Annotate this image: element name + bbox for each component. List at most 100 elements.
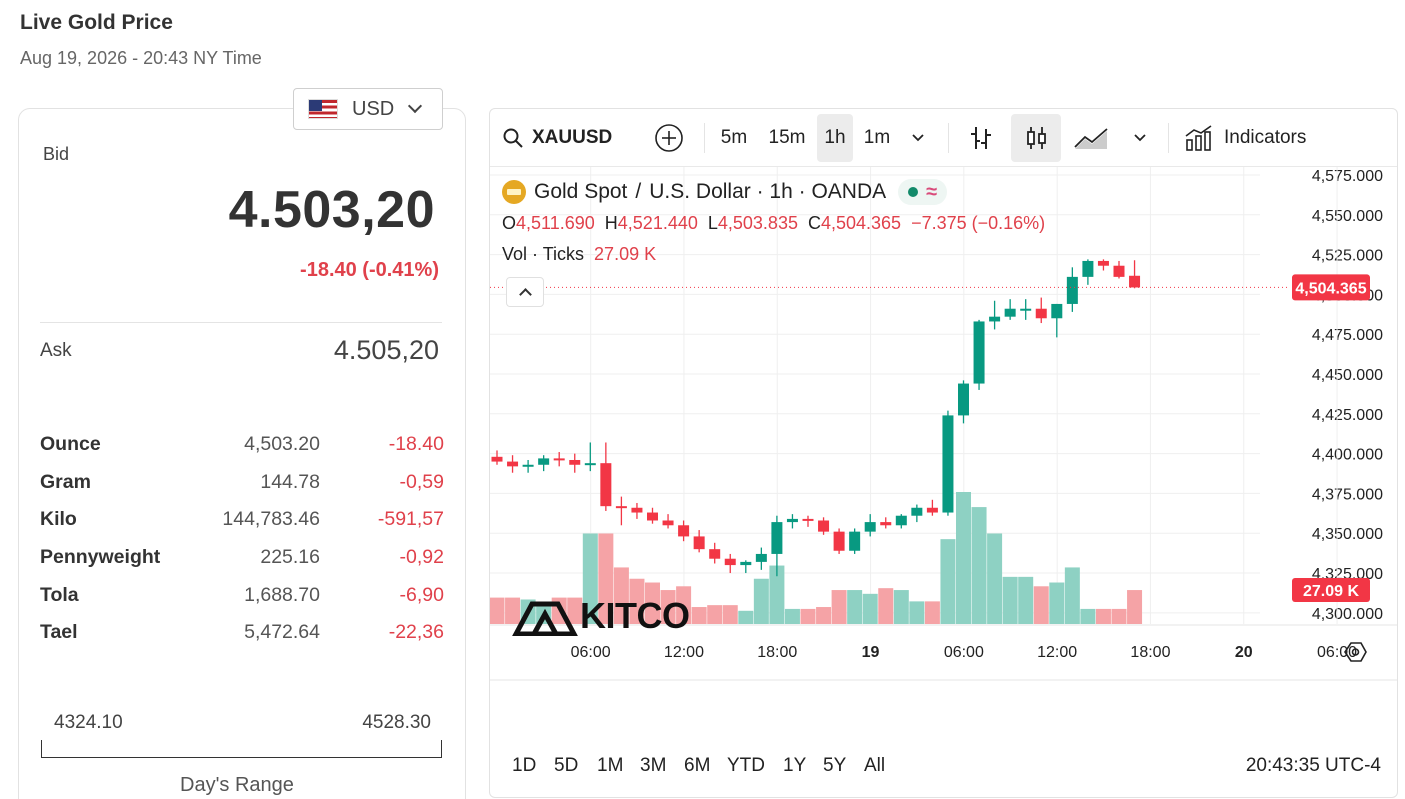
unit-price: 144.78 xyxy=(260,470,320,493)
interval-15m[interactable]: 15m xyxy=(768,127,806,148)
chart-widget: XAUUSD 5m 15m 1h 1m Indicators 4, xyxy=(489,108,1398,798)
low-value: 4,503.835 xyxy=(717,213,798,233)
range-1m[interactable]: 1M xyxy=(597,755,624,776)
y-tick-label: 4,450.000 xyxy=(1312,367,1383,384)
candle-body xyxy=(1113,265,1125,277)
chevron-down-icon xyxy=(1134,134,1146,142)
candle-body xyxy=(538,458,550,465)
volume-bar xyxy=(707,605,723,624)
price-chart[interactable]: 4,575.0004,550.0004,525.0004,500.0004,47… xyxy=(490,167,1397,741)
unit-change: -0,92 xyxy=(399,546,444,569)
candles-style-button[interactable] xyxy=(1011,114,1061,162)
chart-type-dropdown[interactable] xyxy=(1126,114,1154,162)
candle-body xyxy=(895,515,907,526)
volume-bar xyxy=(1033,586,1049,624)
last-volume-label: 27.09 K xyxy=(1303,583,1359,600)
candle-body xyxy=(771,522,783,554)
range-3m[interactable]: 3M xyxy=(640,755,667,776)
price-card xyxy=(18,108,466,799)
range-ytd[interactable]: YTD xyxy=(727,755,765,776)
interval-dropdown[interactable] xyxy=(904,114,932,162)
volume-bar xyxy=(505,597,521,624)
chart-toolbar: XAUUSD 5m 15m 1h 1m Indicators xyxy=(490,109,1397,167)
add-circle-icon xyxy=(655,124,683,152)
range-1y[interactable]: 1Y xyxy=(783,755,807,776)
area-style-button[interactable] xyxy=(1070,114,1114,162)
compare-button[interactable] xyxy=(650,114,688,162)
open-label: O xyxy=(502,213,517,233)
candle-body xyxy=(631,507,643,513)
unit-price-table: Ounce 4,503.20 -18.40 Gram 144.78 -0,59 … xyxy=(40,426,444,652)
candle-body xyxy=(1082,260,1094,277)
close-label: C xyxy=(807,213,821,233)
currency-label: USD xyxy=(352,97,395,120)
x-tick-label: 06:00 xyxy=(944,644,984,661)
candle-body xyxy=(802,518,814,521)
y-tick-label: 4,475.000 xyxy=(1312,327,1383,344)
unit-name: Tael xyxy=(40,621,78,644)
settings-icon-center xyxy=(1351,648,1360,656)
interval-5m[interactable]: 5m xyxy=(720,127,748,148)
volume-bar xyxy=(862,593,878,624)
volume-bar xyxy=(940,539,956,624)
volume-label: Vol · Ticks xyxy=(502,244,585,264)
volume-bar xyxy=(645,582,660,624)
volume-bar xyxy=(753,578,769,624)
table-row: Gram 144.78 -0,59 xyxy=(40,464,444,502)
candle-body xyxy=(491,456,503,462)
candlesticks-icon xyxy=(1027,127,1046,149)
volume-bar xyxy=(598,533,614,624)
range-5y[interactable]: 5Y xyxy=(823,755,847,776)
settings-icon[interactable] xyxy=(1344,642,1367,662)
y-tick-label: 4,575.000 xyxy=(1312,168,1383,185)
day-range-low: 4324.10 xyxy=(54,712,123,733)
table-row: Pennyweight 225.16 -0,92 xyxy=(40,539,444,577)
candle-body xyxy=(693,536,705,550)
volume-bar xyxy=(769,565,785,624)
bar-style-button[interactable] xyxy=(964,114,998,162)
y-tick-label: 4,400.000 xyxy=(1312,447,1383,464)
market-status-pill[interactable]: ≈ xyxy=(898,179,948,205)
interval-1h[interactable]: 1h xyxy=(817,114,853,162)
x-tick-label: 06:00 xyxy=(1317,644,1357,661)
unit-name: Gram xyxy=(40,470,91,493)
candle-body xyxy=(1066,276,1078,304)
interval-1m[interactable]: 1m xyxy=(863,127,891,148)
currency-select[interactable]: USD xyxy=(293,88,443,130)
bid-label: Bid xyxy=(43,144,70,164)
range-5d[interactable]: 5D xyxy=(554,755,579,776)
unit-change: -6,90 xyxy=(399,583,444,606)
ohlc-bars-icon xyxy=(971,127,991,149)
ask-label: Ask xyxy=(40,340,72,361)
candle-body xyxy=(553,458,565,461)
candle-body xyxy=(833,531,845,551)
indicators-button[interactable]: Indicators xyxy=(1184,114,1324,162)
range-1d[interactable]: 1D xyxy=(512,755,537,776)
gold-icon xyxy=(502,180,526,204)
unit-change: -18.40 xyxy=(388,433,444,456)
unit-price: 4,503.20 xyxy=(244,433,320,456)
last-price-label: 4,504.365 xyxy=(1295,280,1366,297)
volume-bar xyxy=(878,588,894,624)
chart-clock[interactable]: 20:43:35 UTC-4 xyxy=(1245,755,1381,776)
range-all[interactable]: All xyxy=(864,755,886,776)
symbol-label: XAUUSD xyxy=(532,127,613,148)
volume-bar xyxy=(722,605,738,624)
bid-change: -18.40 (-0.41%) xyxy=(300,259,439,281)
candle-body xyxy=(724,558,736,566)
symbol-search-button[interactable]: XAUUSD xyxy=(502,114,622,162)
candle-body xyxy=(989,316,1001,322)
ask-value: 4.505,20 xyxy=(333,335,439,365)
candle-body xyxy=(755,553,767,562)
page-datetime: Aug 19, 2026 - 20:43 NY Time xyxy=(20,48,262,68)
table-row: Kilo 144,783.46 -591,57 xyxy=(40,501,444,539)
candle-body xyxy=(926,507,938,513)
candle-body xyxy=(864,522,876,532)
y-tick-label: 4,375.000 xyxy=(1312,486,1383,503)
collapse-legend-button[interactable] xyxy=(506,277,544,307)
candle-body xyxy=(662,520,674,526)
range-6m[interactable]: 6M xyxy=(684,755,711,776)
unit-price: 225.16 xyxy=(260,546,320,569)
candle-body xyxy=(818,520,830,532)
high-label: H xyxy=(604,213,618,233)
